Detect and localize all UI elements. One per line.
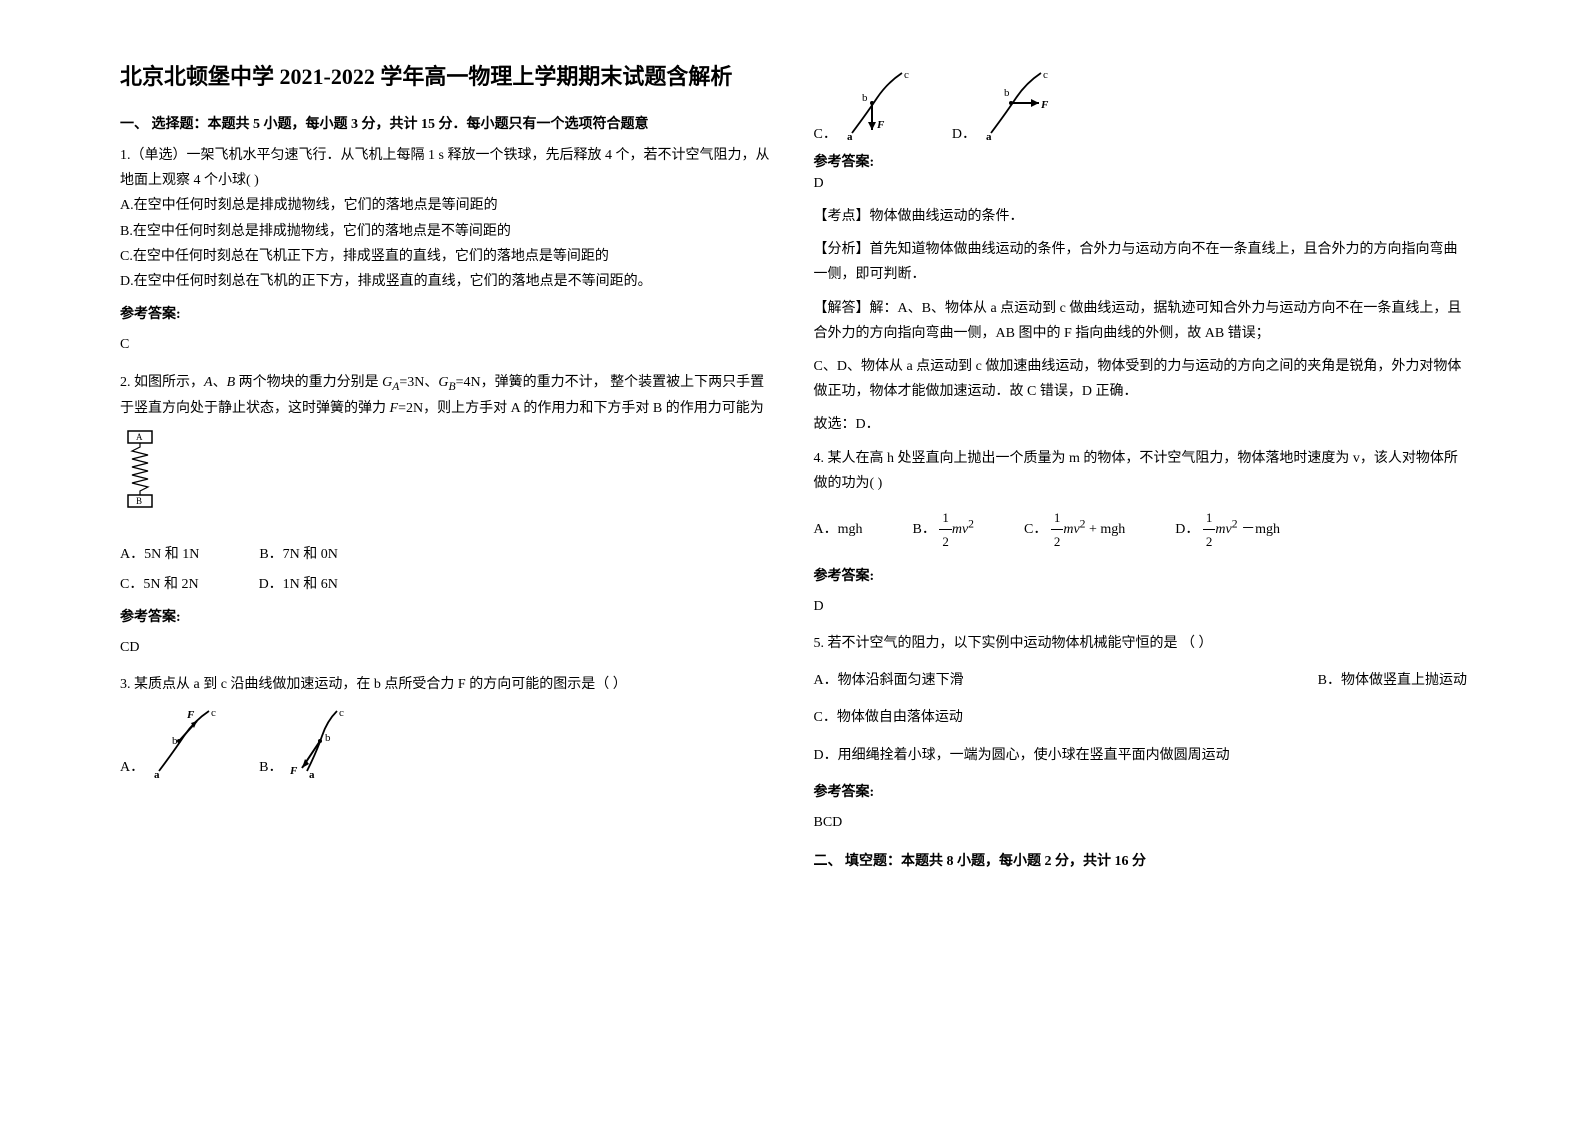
svg-text:F: F	[1040, 99, 1049, 111]
document-title: 北京北顿堡中学 2021-2022 学年高一物理上学期期末试题含解析	[120, 60, 774, 93]
q1-optC: C.在空中任何时刻总在飞机正下方，排成竖直的直线，它们的落地点是等间距的	[120, 244, 774, 269]
left-column: 北京北顿堡中学 2021-2022 学年高一物理上学期期末试题含解析 一、 选择…	[100, 60, 794, 1062]
q4-answer-label: 参考答案:	[814, 564, 1468, 589]
q5-text: 5. 若不计空气的阻力，以下实例中运动物体机械能守恒的是 （ ）	[814, 631, 1468, 656]
q4-answer: D	[814, 594, 1468, 619]
q4-optB: B． 12mv2	[913, 506, 975, 554]
q1-optB: B.在空中任何时刻总是排成抛物线，它们的落地点是不等间距的	[120, 219, 774, 244]
q3-analysis5: 故选：D．	[814, 412, 1468, 437]
q3-diagram-b: a b c F	[287, 706, 367, 781]
q5-optB: B．物体做竖直上抛运动	[1318, 668, 1467, 693]
q3-labelC: C．	[814, 123, 837, 143]
q5-answer-label: 参考答案:	[814, 780, 1468, 805]
q3-analysis4: C、D、物体从 a 点运动到 c 做加速曲线运动，物体受到的力与运动的方向之间的…	[814, 354, 1468, 404]
q3-analysis2: 【分析】首先知道物体做曲线运动的条件，合外力与运动方向不在一条直线上，且合外力的…	[814, 237, 1468, 287]
svg-text:c: c	[1043, 69, 1048, 81]
q3-analysis1: 【考点】物体做曲线运动的条件．	[814, 204, 1468, 229]
question-5: 5. 若不计空气的阻力，以下实例中运动物体机械能守恒的是 （ ） A．物体沿斜面…	[814, 631, 1468, 835]
section1-header: 一、 选择题：本题共 5 小题，每小题 3 分，共计 15 分．每小题只有一个选…	[120, 113, 774, 133]
svg-text:F: F	[186, 709, 195, 721]
q3-analysis3: 【解答】解：A、B、物体从 a 点运动到 c 做曲线运动，据轨迹可知合外力与运动…	[814, 296, 1468, 346]
q5-optA: A．物体沿斜面匀速下滑	[814, 668, 964, 693]
q1-optA: A.在空中任何时刻总是排成抛物线，它们的落地点是等间距的	[120, 193, 774, 218]
svg-text:B: B	[136, 496, 142, 506]
q2-optA: A．5N 和 1N	[120, 542, 199, 567]
q2-answer: CD	[120, 635, 774, 660]
q3-answer: D	[814, 176, 1468, 192]
svg-text:a: a	[986, 131, 992, 143]
svg-text:b: b	[862, 92, 868, 104]
q3-answer-label: 参考答案:	[814, 151, 1468, 171]
svg-text:a: a	[154, 769, 160, 781]
q3-labelD: D．	[952, 123, 976, 143]
svg-text:a: a	[847, 131, 853, 143]
q4-optD: D． 12mv2 －mgh	[1175, 506, 1280, 554]
q2-optB: B．7N 和 0N	[259, 542, 338, 567]
q4-optC: C． 12mv2 + mgh	[1024, 506, 1125, 554]
q2-text: 2. 如图所示，A、B 两个物块的重力分别是 GA=3N、GB=4N，弹簧的重力…	[120, 370, 774, 422]
q3-diagram-c: a b c F	[842, 68, 922, 143]
spring-diagram: A B	[120, 429, 160, 519]
section2-header: 二、 填空题：本题共 8 小题，每小题 2 分，共计 16 分	[814, 850, 1468, 870]
q3-labelA: A．	[120, 755, 144, 780]
question-2: 2. 如图所示，A、B 两个物块的重力分别是 GA=3N、GB=4N，弹簧的重力…	[120, 370, 774, 661]
svg-text:A: A	[136, 432, 143, 442]
q5-answer: BCD	[814, 810, 1468, 835]
svg-text:b: b	[325, 732, 331, 744]
question-4: 4. 某人在高 h 处竖直向上抛出一个质量为 m 的物体，不计空气阻力，物体落地…	[814, 446, 1468, 620]
q3-text: 3. 某质点从 a 到 c 沿曲线做加速运动，在 b 点所受合力 F 的方向可能…	[120, 672, 774, 697]
svg-text:a: a	[309, 769, 315, 781]
svg-text:F: F	[289, 765, 298, 777]
svg-text:F: F	[876, 119, 885, 131]
q5-optC: C．物体做自由落体运动	[814, 705, 1468, 730]
q3-diagram-a: a b c F	[149, 706, 229, 781]
q1-answer-label: 参考答案:	[120, 302, 774, 327]
q4-optA: A．mgh	[814, 517, 863, 542]
question-3: 3. 某质点从 a 到 c 沿曲线做加速运动，在 b 点所受合力 F 的方向可能…	[120, 672, 774, 780]
q4-text: 4. 某人在高 h 处竖直向上抛出一个质量为 m 的物体，不计空气阻力，物体落地…	[814, 446, 1468, 496]
q1-answer: C	[120, 332, 774, 357]
q1-text: 1.（单选）一架飞机水平匀速飞行．从飞机上每隔 1 s 释放一个铁球，先后释放 …	[120, 143, 774, 193]
right-column: C． a b c F D． a b c F	[794, 60, 1488, 1062]
q3-labelB: B．	[259, 755, 282, 780]
q2-optD: D．1N 和 6N	[259, 572, 338, 597]
q1-optD: D.在空中任何时刻总在飞机的正下方，排成竖直的直线，它们的落地点是不等间距的。	[120, 269, 774, 294]
svg-text:c: c	[339, 707, 344, 719]
q5-optD: D．用细绳拴着小球，一端为圆心，使小球在竖直平面内做圆周运动	[814, 743, 1468, 768]
svg-text:b: b	[1004, 87, 1010, 99]
q2-answer-label: 参考答案:	[120, 605, 774, 630]
question-1: 1.（单选）一架飞机水平匀速飞行．从飞机上每隔 1 s 释放一个铁球，先后释放 …	[120, 143, 774, 358]
svg-text:c: c	[211, 707, 216, 719]
q3-diagram-d: a b c F	[981, 68, 1061, 143]
svg-text:c: c	[904, 69, 909, 81]
q2-optC: C．5N 和 2N	[120, 572, 199, 597]
